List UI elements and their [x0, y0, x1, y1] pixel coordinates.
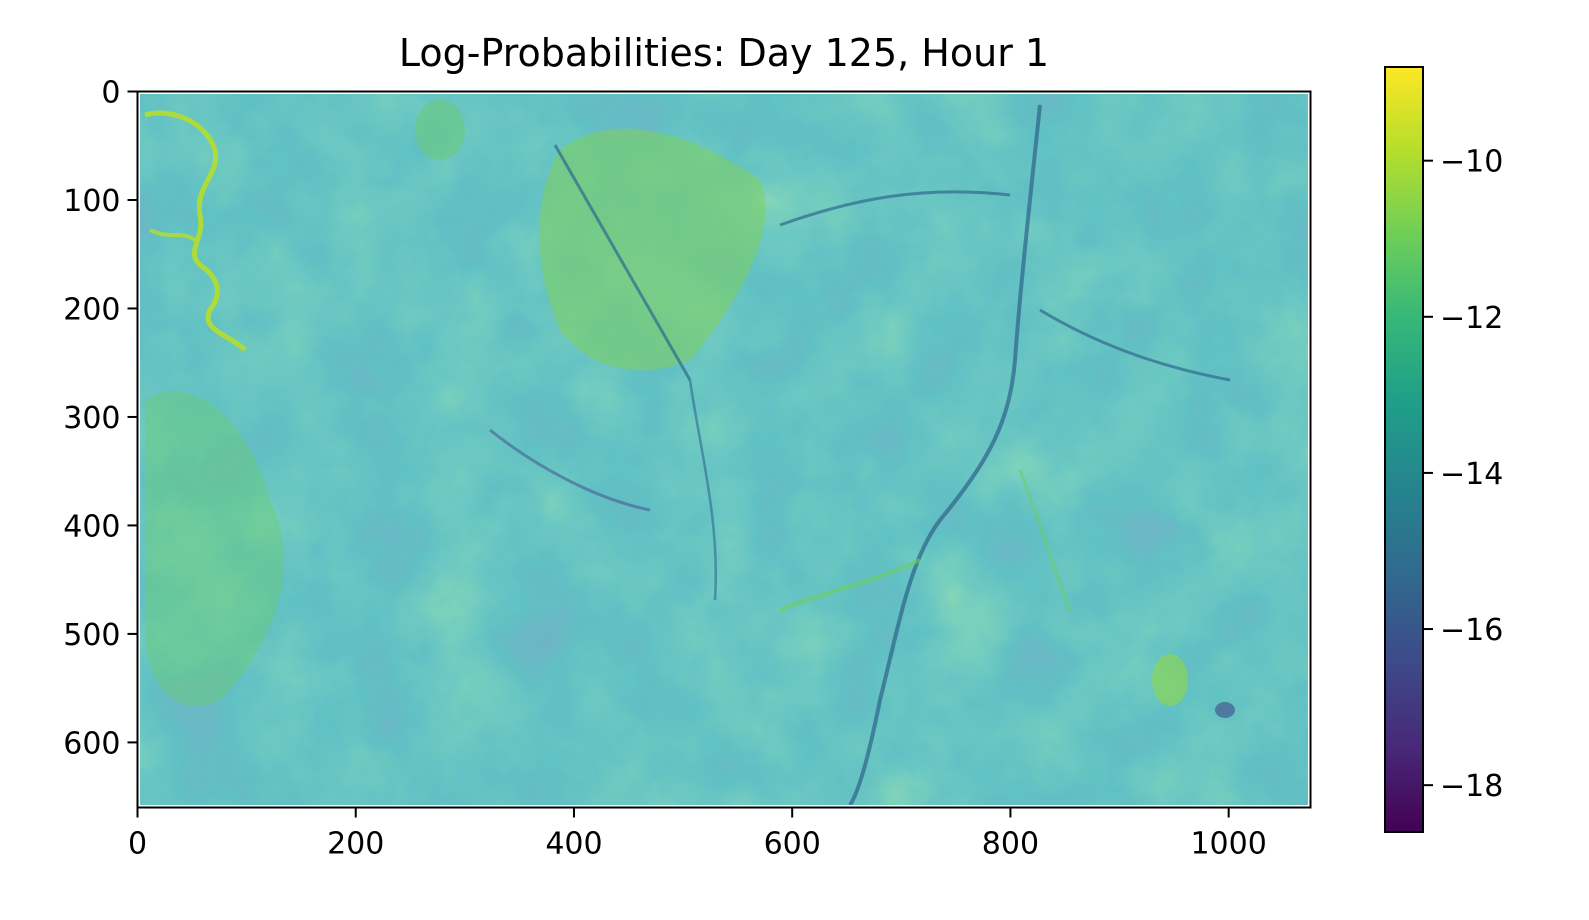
x-tick-label: 0: [128, 827, 147, 862]
plot-frame: [136, 90, 1312, 809]
heatmap-image: [140, 94, 1308, 805]
x-tick-label: 600: [764, 827, 821, 862]
y-tick-label: 0: [101, 76, 120, 111]
x-tick-label: 1000: [1190, 827, 1266, 862]
y-axis: 0 100 200 300 400 500 600: [63, 76, 138, 761]
y-tick-label: 300: [63, 401, 120, 436]
y-tick-label: 500: [63, 618, 120, 653]
x-axis: 0 200 400 600 800 1000: [128, 807, 1267, 862]
y-tick-label: 100: [63, 184, 120, 219]
y-tick-label: 600: [63, 726, 120, 761]
y-tick-label: 200: [63, 292, 120, 327]
colorbar-tick-label: −14: [1440, 457, 1503, 492]
chart-title: Log-Probabilities: Day 125, Hour 1: [399, 31, 1049, 75]
colorbar-tick-label: −12: [1440, 301, 1503, 336]
colorbar-tick-label: −10: [1440, 145, 1503, 180]
colorbar-axis: −10 −12 −14 −16 −18: [1423, 145, 1503, 804]
x-tick-label: 200: [327, 827, 384, 862]
colorbar-tick-label: −18: [1440, 769, 1503, 804]
x-tick-label: 800: [982, 827, 1039, 862]
colorbar-tick-label: −16: [1440, 613, 1503, 648]
x-tick-label: 400: [545, 827, 602, 862]
colorbar: [1384, 66, 1424, 833]
y-tick-label: 400: [63, 509, 120, 544]
